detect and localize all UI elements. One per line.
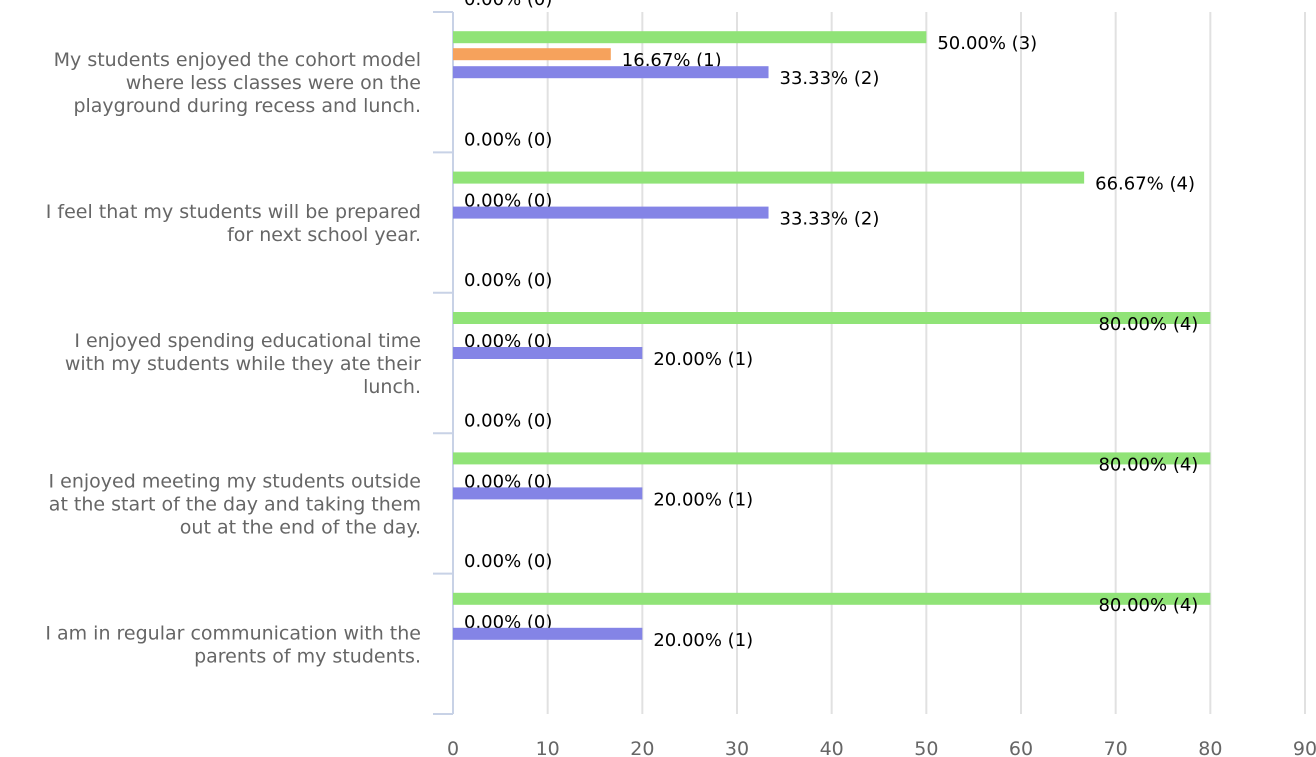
data-label: 20.00% (1) <box>653 630 753 651</box>
data-label: 33.33% (2) <box>780 68 880 89</box>
data-label: 0.00% (0) <box>464 191 552 212</box>
category-label: My students enjoyed the cohort model <box>54 49 421 71</box>
category-label: for next school year. <box>227 224 421 246</box>
x-tick-label: 60 <box>1009 738 1033 757</box>
category-label: lunch. <box>363 376 421 398</box>
category-label: I feel that my students will be prepared <box>46 201 421 223</box>
category-label: with my students while they ate their <box>65 353 421 375</box>
bar-series-2 <box>453 48 611 61</box>
category-label: I am in regular communication with the <box>45 622 421 644</box>
data-label: 20.00% (1) <box>653 349 753 370</box>
x-tick-label: 10 <box>536 738 560 757</box>
data-label: 0.00% (0) <box>464 331 552 352</box>
x-tick-label: 30 <box>725 738 749 757</box>
bar-series-1 <box>453 592 1211 605</box>
data-label: 0.00% (0) <box>464 130 552 151</box>
data-label: 33.33% (2) <box>780 209 880 230</box>
x-tick-label: 50 <box>914 738 938 757</box>
bar-series-3 <box>453 487 643 500</box>
data-label: 0.00% (0) <box>464 551 552 572</box>
x-tick-label: 80 <box>1198 738 1222 757</box>
category-label: I enjoyed meeting my students outside <box>49 470 421 492</box>
x-tick-label: 0 <box>447 738 459 757</box>
category-label: I enjoyed spending educational time <box>74 330 421 352</box>
data-label: 0.00% (0) <box>464 612 552 633</box>
data-label: 80.00% (4) <box>1098 314 1198 335</box>
bar-series-3 <box>453 347 643 359</box>
data-label: 66.67% (4) <box>1095 174 1195 195</box>
data-label: 0.00% (0) <box>464 471 552 492</box>
bar-series-1 <box>453 312 1211 324</box>
data-label: 50.00% (3) <box>937 33 1037 54</box>
data-label: 16.67% (1) <box>622 50 722 71</box>
category-label: out at the end of the day. <box>180 516 421 538</box>
x-tick-label: 90 <box>1293 738 1316 757</box>
bar-series-1 <box>453 452 1211 465</box>
x-tick-label: 40 <box>820 738 844 757</box>
category-label: at the start of the day and taking them <box>49 493 421 515</box>
data-label: 0.00% (0) <box>464 0 552 10</box>
category-label: playground during recess and lunch. <box>73 95 421 117</box>
data-label: 80.00% (4) <box>1098 454 1198 475</box>
bar-series-3 <box>453 627 643 640</box>
category-label: where less classes were on the <box>126 72 421 94</box>
data-label: 20.00% (1) <box>653 489 753 510</box>
data-label: 0.00% (0) <box>464 270 552 291</box>
bar-series-1 <box>453 31 927 44</box>
data-label: 0.00% (0) <box>464 410 552 431</box>
data-label: 80.00% (4) <box>1098 595 1198 616</box>
category-label: parents of my students. <box>194 645 421 667</box>
bar-series-1 <box>453 171 1085 184</box>
bar-series-3 <box>453 206 769 219</box>
x-tick-label: 70 <box>1104 738 1128 757</box>
x-tick-label: 20 <box>630 738 654 757</box>
bar-series-3 <box>453 66 769 79</box>
